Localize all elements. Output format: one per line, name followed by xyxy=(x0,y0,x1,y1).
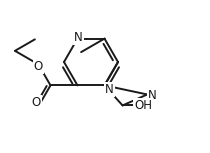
Text: O: O xyxy=(32,96,41,109)
Text: N: N xyxy=(105,83,114,96)
Text: N: N xyxy=(74,31,83,44)
Text: O: O xyxy=(34,60,43,73)
Text: N: N xyxy=(148,89,157,102)
Text: OH: OH xyxy=(134,99,152,112)
